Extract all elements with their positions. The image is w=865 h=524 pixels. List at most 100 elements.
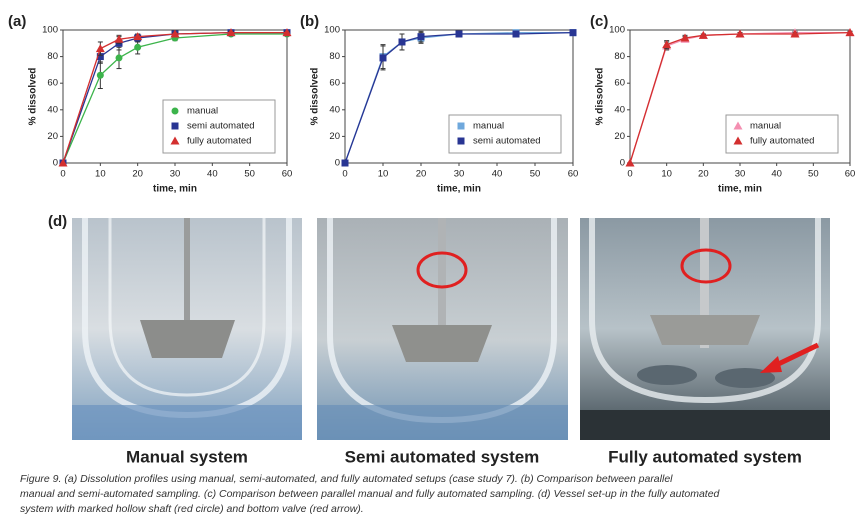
- marker: [114, 34, 124, 43]
- x-tick-label: 50: [244, 169, 255, 180]
- y-axis-label: % dissolved: [310, 68, 321, 126]
- photo-caption: Manual system: [126, 447, 248, 466]
- legend-label: manual: [187, 106, 218, 117]
- y-axis-label: % dissolved: [595, 68, 606, 126]
- marker: [341, 159, 349, 167]
- x-tick-label: 10: [661, 169, 672, 180]
- marker: [58, 158, 68, 167]
- legend-box: [448, 114, 562, 154]
- marker: [170, 136, 180, 145]
- x-tick-label: 30: [735, 169, 746, 180]
- marker: [417, 33, 425, 41]
- photo-fully-automated: [580, 218, 830, 440]
- marker: [115, 54, 123, 62]
- marker: [733, 136, 743, 145]
- x-tick-label: 60: [568, 169, 579, 180]
- marker: [680, 33, 690, 42]
- x-tick-label: 20: [132, 169, 143, 180]
- marker: [733, 121, 743, 130]
- y-tick-label: 100: [324, 25, 340, 36]
- legend-label: manual: [473, 121, 504, 132]
- marker: [398, 38, 406, 46]
- y-tick-label: 40: [47, 104, 58, 115]
- marker: [95, 44, 105, 53]
- x-tick-label: 10: [95, 169, 106, 180]
- panel-label: (b): [300, 13, 319, 30]
- marker: [455, 30, 463, 38]
- marker: [845, 28, 855, 37]
- x-tick-label: 60: [845, 169, 856, 180]
- photo-manual: [72, 218, 302, 440]
- figure-caption: Figure 9. (a) Dissolution profiles using…: [20, 473, 673, 485]
- figure-caption: system with marked hollow shaft (red cir…: [20, 503, 364, 515]
- x-tick-label: 0: [627, 169, 632, 180]
- x-tick-label: 30: [170, 169, 181, 180]
- y-tick-label: 60: [47, 78, 58, 89]
- y-tick-label: 0: [53, 158, 58, 169]
- marker: [171, 122, 179, 130]
- x-tick-label: 10: [378, 169, 389, 180]
- legend-label: semi automated: [473, 136, 541, 147]
- x-axis-label: time, min: [437, 184, 481, 195]
- marker: [170, 29, 180, 38]
- marker: [457, 137, 465, 145]
- figure-caption: manual and semi-automated sampling. (c) …: [20, 488, 721, 500]
- x-tick-label: 40: [207, 169, 218, 180]
- y-tick-label: 100: [609, 25, 625, 36]
- x-tick-label: 20: [698, 169, 709, 180]
- x-tick-label: 60: [282, 169, 293, 180]
- y-tick-label: 20: [329, 131, 340, 142]
- marker: [735, 29, 745, 38]
- legend-label: manual: [750, 121, 781, 132]
- marker: [512, 30, 520, 38]
- marker: [569, 29, 577, 37]
- y-tick-label: 80: [47, 51, 58, 62]
- legend-label: fully automated: [187, 136, 251, 147]
- y-tick-label: 0: [620, 158, 625, 169]
- marker: [282, 28, 292, 37]
- y-tick-label: 20: [47, 131, 58, 142]
- photo-caption: Fully automated system: [608, 447, 802, 466]
- legend-box: [725, 114, 839, 154]
- legend-box: [162, 99, 276, 154]
- marker: [625, 158, 635, 167]
- x-axis-label: time, min: [718, 184, 762, 195]
- y-tick-label: 40: [329, 104, 340, 115]
- y-tick-label: 60: [329, 78, 340, 89]
- x-tick-label: 30: [454, 169, 465, 180]
- y-axis-label: % dissolved: [28, 68, 39, 126]
- y-tick-label: 40: [614, 104, 625, 115]
- y-tick-label: 80: [614, 51, 625, 62]
- x-axis-label: time, min: [153, 184, 197, 195]
- x-tick-label: 0: [60, 169, 65, 180]
- x-tick-label: 50: [530, 169, 541, 180]
- x-tick-label: 50: [808, 169, 819, 180]
- y-tick-label: 60: [614, 78, 625, 89]
- y-tick-label: 0: [335, 158, 340, 169]
- panel-label: (d): [48, 213, 67, 230]
- marker: [134, 43, 142, 51]
- y-tick-label: 100: [42, 25, 58, 36]
- y-tick-label: 20: [614, 131, 625, 142]
- marker: [379, 54, 387, 62]
- y-tick-label: 80: [329, 51, 340, 62]
- panel-label: (c): [590, 13, 608, 30]
- marker: [457, 122, 465, 130]
- marker: [662, 40, 672, 49]
- marker: [133, 32, 143, 41]
- marker: [698, 30, 708, 39]
- legend-label: fully automated: [750, 136, 814, 147]
- x-tick-label: 40: [771, 169, 782, 180]
- photo-semi-automated: [317, 218, 568, 440]
- marker: [790, 29, 800, 38]
- legend-label: semi automated: [187, 121, 255, 132]
- panel-label: (a): [8, 13, 26, 30]
- x-tick-label: 20: [416, 169, 427, 180]
- x-tick-label: 40: [492, 169, 503, 180]
- marker: [226, 28, 236, 37]
- marker: [96, 53, 104, 61]
- x-tick-label: 0: [342, 169, 347, 180]
- marker: [96, 71, 104, 79]
- photo-caption: Semi automated system: [345, 447, 540, 466]
